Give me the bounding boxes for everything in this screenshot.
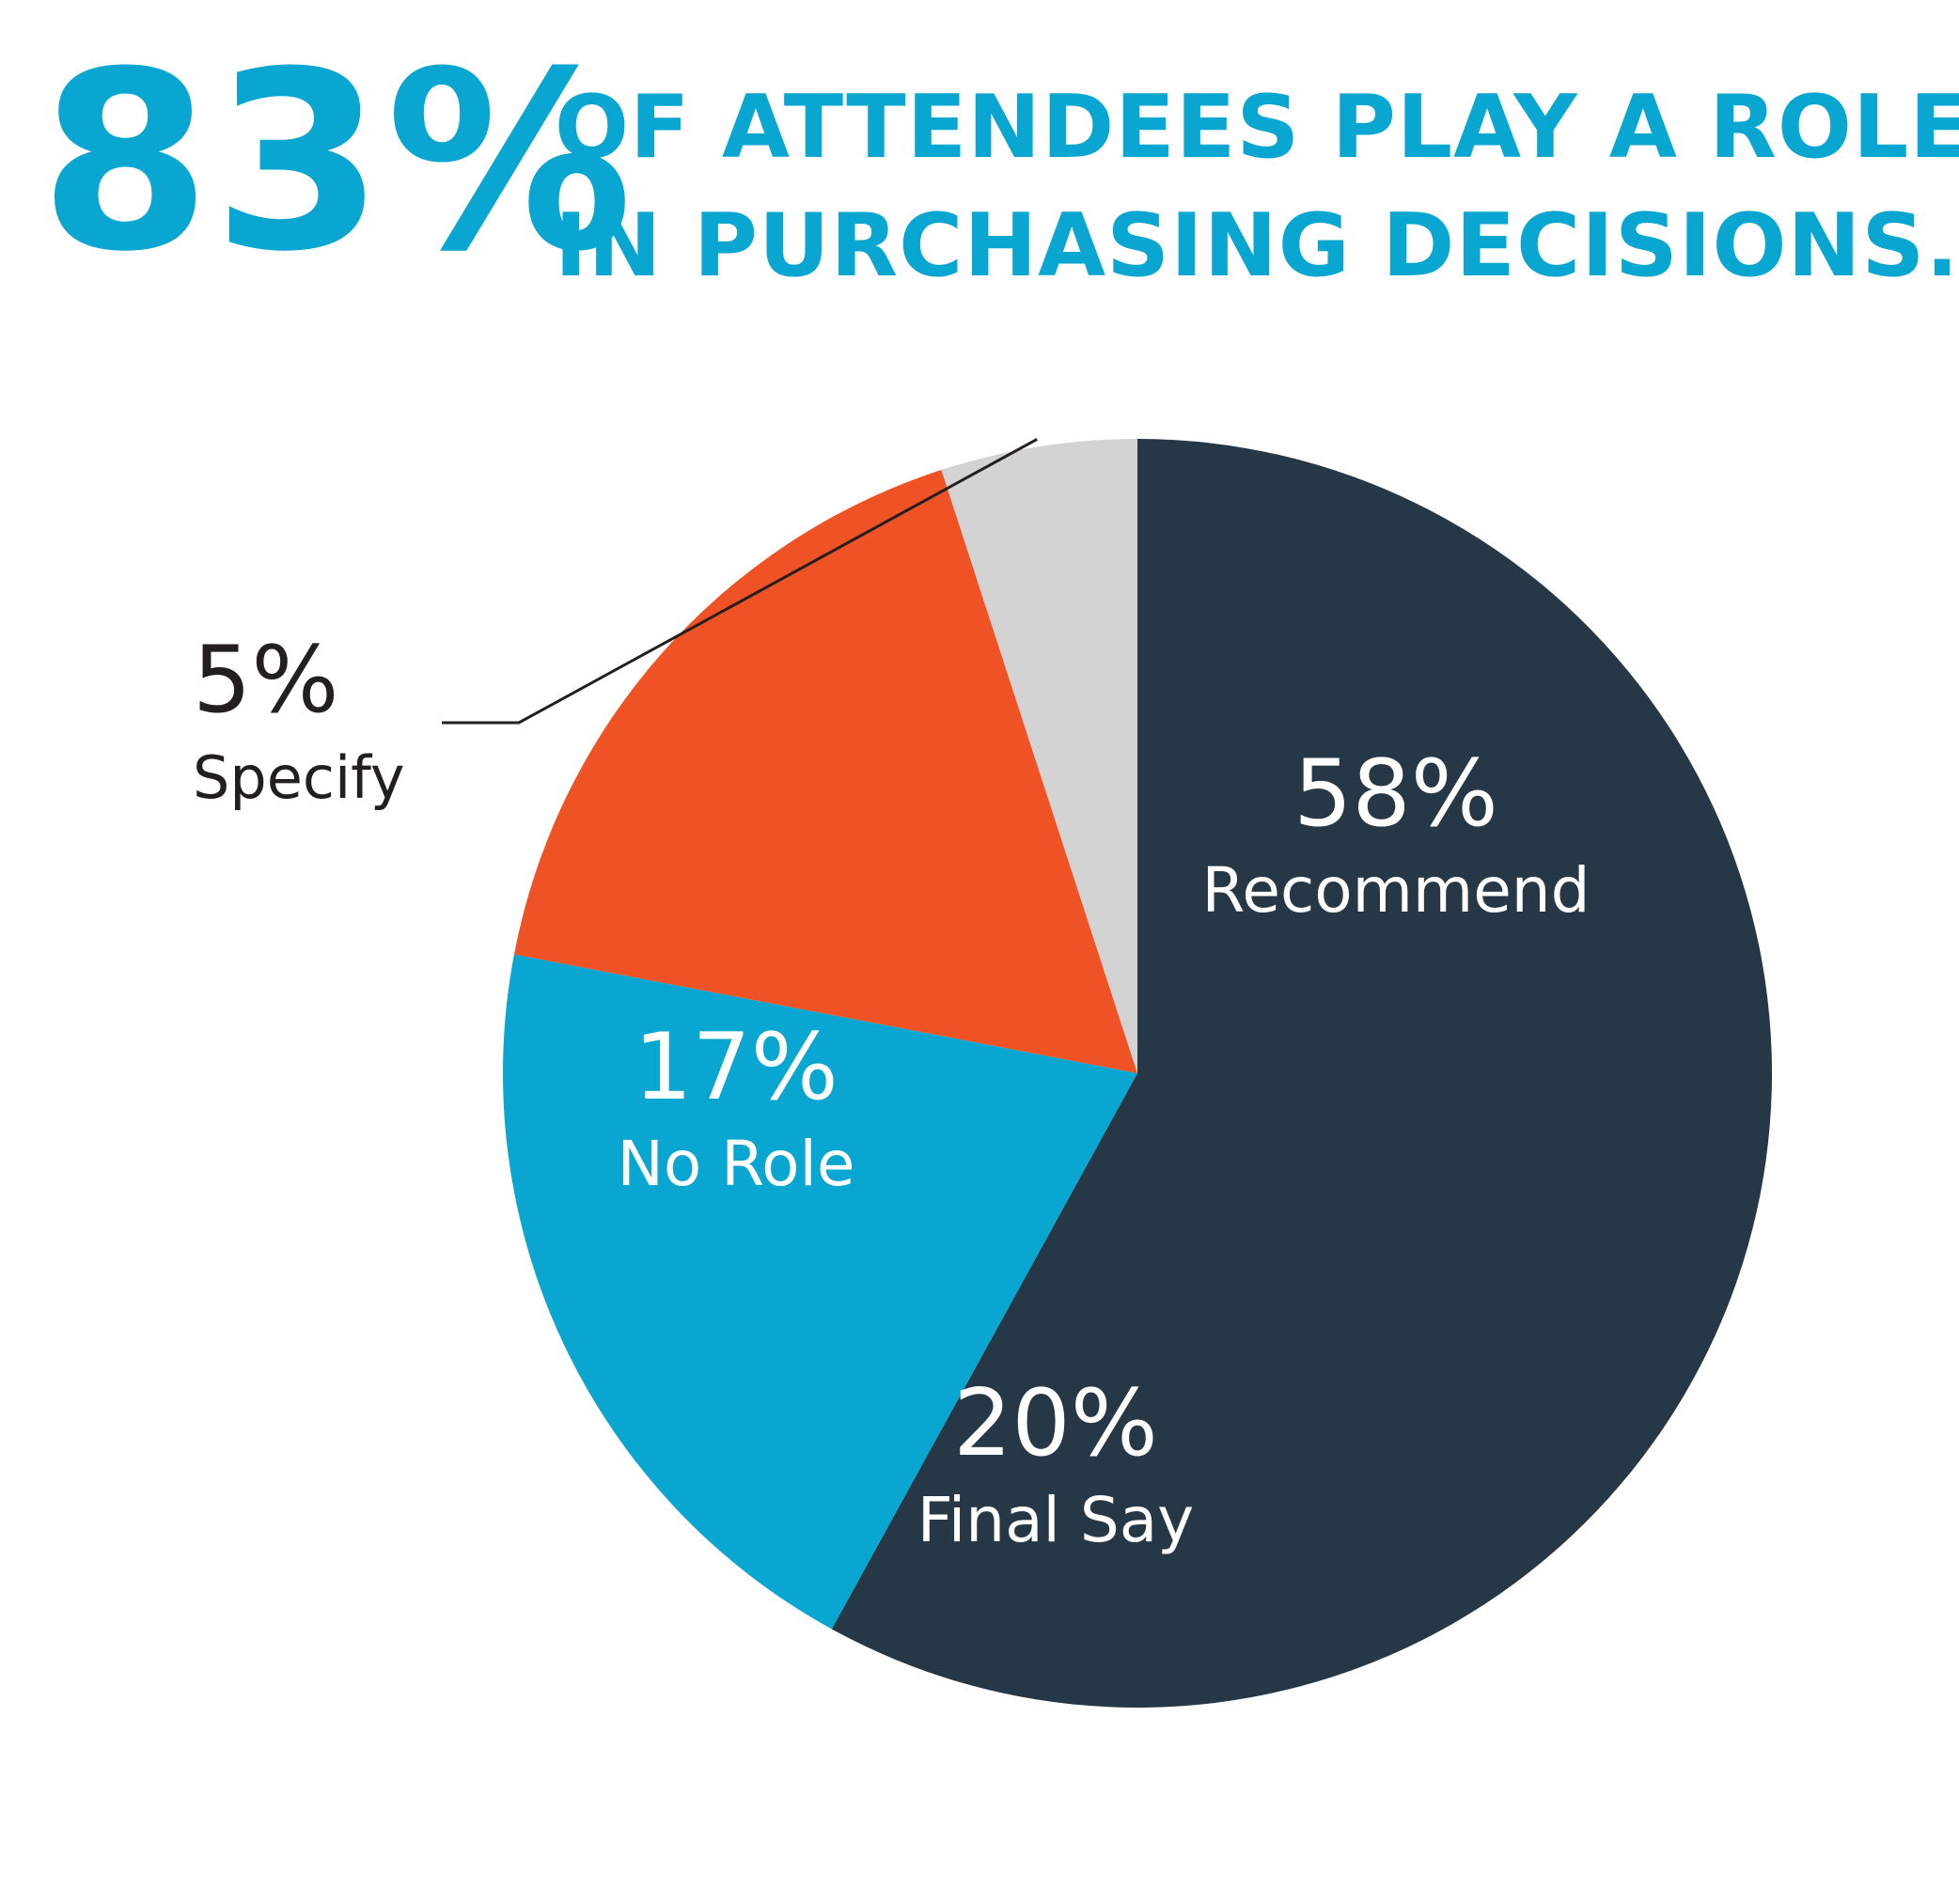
slice-name-label: No Role <box>618 1128 855 1200</box>
leader-line-specify <box>442 438 1038 725</box>
slice-percent-label: 17% <box>634 1014 838 1121</box>
slice-label-recommend: 58%Recommend <box>1201 741 1590 927</box>
slice-percent-label: 5% <box>193 627 338 734</box>
slice-name-label: Final Say <box>917 1484 1195 1556</box>
headline-text: OF ATTENDEES PLAY A ROLE IN PURCHASING D… <box>555 68 1959 304</box>
headline-line-2: IN PURCHASING DECISIONS. <box>555 195 1959 296</box>
slice-percent-label: 58% <box>1293 741 1498 848</box>
slice-name-label: Specify <box>193 743 405 812</box>
pie-slice-recommend <box>831 439 1773 1708</box>
pie-slice-specify <box>941 439 1137 1073</box>
headline-line-1: OF ATTENDEES PLAY A ROLE <box>555 76 1959 178</box>
headline: 83% OF ATTENDEES PLAY A ROLE IN PURCHASI… <box>0 0 1959 297</box>
slice-name-label: Recommend <box>1201 854 1590 927</box>
pie-slice-no-role <box>513 470 1137 1073</box>
slice-label-final-say: 20%Final Say <box>917 1370 1195 1556</box>
slice-label-no-role: 17%No Role <box>618 1014 855 1200</box>
slice-label-specify: 5% Specify <box>193 627 405 812</box>
headline-stat: 83% <box>39 19 635 305</box>
pie-slice-final-say <box>503 954 1137 1630</box>
slice-percent-label: 20% <box>953 1370 1158 1477</box>
